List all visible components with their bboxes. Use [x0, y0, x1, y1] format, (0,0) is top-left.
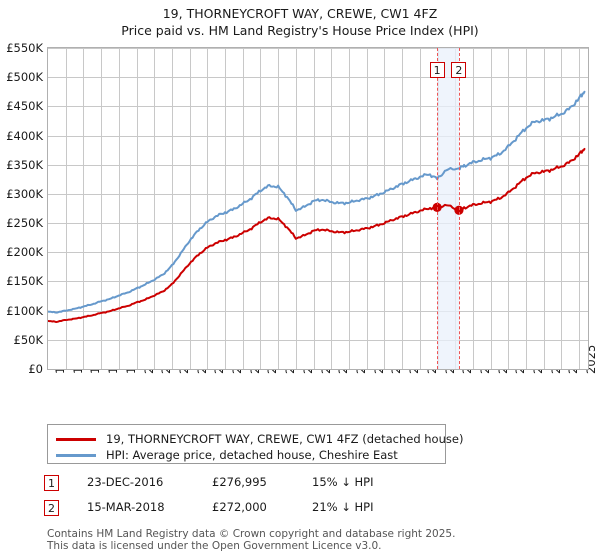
gridline-horizontal: [48, 281, 588, 283]
gridline-horizontal: [48, 223, 588, 225]
transaction-hpi-delta-1: 15% ↓ HPI: [312, 475, 374, 489]
transactions-table: 1 23-DEC-2016 £276,995 15% ↓ HPI 2 15-MA…: [44, 472, 464, 522]
gridline-vertical: [526, 48, 528, 369]
y-axis-tick-label: £550K: [6, 41, 43, 55]
legend-item-hpi: HPI: Average price, detached house, Ches…: [56, 446, 398, 464]
gridline-vertical: [118, 48, 120, 369]
transaction-price-2: £272,000: [212, 500, 267, 514]
gridline-horizontal: [48, 193, 588, 195]
gridline-vertical: [490, 48, 492, 369]
gridline-vertical: [348, 48, 350, 369]
gridline-vertical: [508, 48, 510, 369]
y-axis-tick-label: £300K: [6, 186, 43, 201]
series-line: [48, 147, 586, 323]
gridline-vertical: [171, 48, 173, 369]
gridline-vertical: [260, 48, 262, 369]
footer-line-1: Contains HM Land Registry data © Crown c…: [47, 528, 456, 540]
gridline-vertical: [579, 48, 581, 369]
chart-plot-area: [47, 47, 589, 370]
gridline-horizontal: [48, 339, 588, 341]
transaction-date-2: 15-MAR-2018: [87, 500, 165, 514]
gridline-horizontal: [48, 48, 588, 49]
table-row[interactable]: 2 15-MAR-2018 £272,000 21% ↓ HPI: [44, 497, 464, 522]
y-axis-tick-label: £0: [28, 362, 43, 376]
page-title: 19, THORNEYCROFT WAY, CREWE, CW1 4FZ Pri…: [0, 0, 600, 39]
event-number-box-1[interactable]: 1: [429, 62, 445, 78]
gridline-horizontal: [48, 106, 588, 108]
gridline-vertical: [366, 48, 368, 369]
gridline-horizontal: [48, 164, 588, 166]
legend-label-hpi: HPI: Average price, detached house, Ches…: [106, 448, 398, 462]
gridline-vertical: [101, 48, 103, 369]
event-line-1: [437, 48, 439, 369]
title-line-2: Price paid vs. HM Land Registry's House …: [121, 23, 479, 38]
transaction-hpi-delta-2: 21% ↓ HPI: [312, 500, 374, 514]
gridline-vertical: [543, 48, 545, 369]
gridline-vertical: [384, 48, 386, 369]
title-line-1: 19, THORNEYCROFT WAY, CREWE, CW1 4FZ: [162, 6, 438, 21]
gridline-vertical: [189, 48, 191, 369]
event-number-box-2[interactable]: 2: [451, 62, 467, 78]
legend-item-property: 19, THORNEYCROFT WAY, CREWE, CW1 4FZ (de…: [56, 430, 463, 448]
y-axis-tick-label: £50K: [13, 332, 44, 347]
y-axis-tick-label: £350K: [6, 157, 43, 172]
copyright-footer: Contains HM Land Registry data © Crown c…: [47, 528, 587, 552]
gridline-vertical: [331, 48, 333, 369]
footer-line-2: This data is licensed under the Open Gov…: [47, 540, 382, 552]
y-axis-tick-label: £250K: [6, 216, 43, 231]
legend-swatch-hpi: [56, 453, 96, 457]
series-line: [48, 90, 586, 314]
legend-label-property: 19, THORNEYCROFT WAY, CREWE, CW1 4FZ (de…: [106, 432, 464, 446]
gridline-vertical: [419, 48, 421, 369]
gridline-vertical: [313, 48, 315, 369]
y-axis-tick-label: £100K: [6, 303, 43, 318]
y-axis-tick-label: £200K: [6, 245, 43, 260]
highlight-band: [437, 48, 459, 369]
gridline-vertical: [295, 48, 297, 369]
gridline-horizontal: [48, 252, 588, 254]
transaction-price-1: £276,995: [212, 475, 267, 489]
gridline-vertical: [242, 48, 244, 369]
table-row[interactable]: 1 23-DEC-2016 £276,995 15% ↓ HPI: [44, 472, 464, 497]
transaction-date-1: 23-DEC-2016: [87, 475, 164, 489]
gridline-horizontal: [48, 135, 588, 137]
gridline-vertical: [472, 48, 474, 369]
gridline-vertical: [83, 48, 85, 369]
gridline-vertical: [65, 48, 67, 369]
gridline-vertical: [207, 48, 209, 369]
gridline-vertical: [154, 48, 156, 369]
gridline-vertical: [225, 48, 227, 369]
event-line-2: [458, 48, 460, 369]
gridline-vertical: [278, 48, 280, 369]
gridline-horizontal: [48, 77, 588, 79]
gridline-vertical: [136, 48, 138, 369]
gridline-horizontal: [48, 310, 588, 312]
y-axis-tick-label: £400K: [6, 128, 43, 143]
legend-swatch-property: [56, 437, 96, 441]
y-axis-tick-label: £500K: [6, 70, 43, 85]
chart-legend: 19, THORNEYCROFT WAY, CREWE, CW1 4FZ (de…: [47, 424, 463, 464]
price-history-lines: [48, 90, 586, 323]
gridline-vertical: [561, 48, 563, 369]
y-axis-tick-label: £150K: [6, 274, 43, 289]
transaction-badge-2: 2: [44, 500, 59, 516]
y-axis-tick-label: £450K: [6, 99, 43, 114]
transaction-badge-1: 1: [44, 475, 59, 491]
gridline-vertical: [402, 48, 404, 369]
